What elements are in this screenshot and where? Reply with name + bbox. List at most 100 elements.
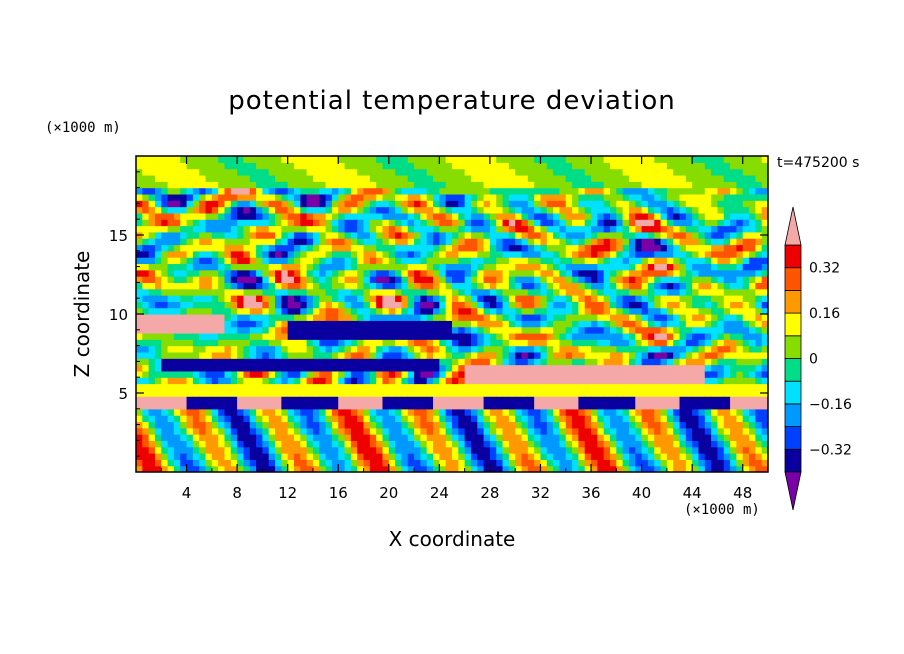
field-cell <box>470 421 478 429</box>
field-cell <box>527 326 535 334</box>
field-cell <box>496 250 504 258</box>
field-cell <box>603 193 611 201</box>
field-cell <box>218 295 226 302</box>
field-cell <box>306 295 314 302</box>
field-cell <box>218 314 226 321</box>
field-cell <box>515 200 523 208</box>
field-cell <box>749 332 756 340</box>
field-cell <box>300 156 308 163</box>
field-cell <box>420 301 428 309</box>
field-cell <box>224 402 232 410</box>
field-cell <box>350 358 358 366</box>
field-cell <box>319 263 327 271</box>
field-cell <box>154 314 162 321</box>
field-cell <box>249 238 257 246</box>
field-cell <box>698 389 706 397</box>
field-cell <box>610 377 617 385</box>
field-cell <box>723 396 731 404</box>
field-cell <box>331 231 339 239</box>
field-cell <box>136 465 143 472</box>
field-cell <box>268 257 276 265</box>
field-cell <box>736 276 744 283</box>
field-cell <box>136 408 143 416</box>
field-cell <box>142 389 150 397</box>
field-cell <box>262 446 270 454</box>
field-cell <box>363 162 371 170</box>
field-cell <box>376 408 384 416</box>
field-cell <box>749 257 756 265</box>
field-cell <box>704 326 712 334</box>
field-cell <box>660 332 668 340</box>
field-cell <box>540 301 548 309</box>
field-cell <box>287 263 295 271</box>
field-cell <box>477 181 485 189</box>
field-cell <box>749 200 756 208</box>
field-cell <box>230 174 238 182</box>
field-cell <box>306 307 314 315</box>
field-cell <box>559 168 567 176</box>
field-cell <box>692 332 700 340</box>
field-cell <box>565 326 573 334</box>
field-cell <box>243 244 251 252</box>
field-cell <box>136 314 143 321</box>
field-cell <box>243 238 251 246</box>
field-cell <box>420 440 428 448</box>
field-cell <box>730 168 737 176</box>
field-cell <box>319 320 327 328</box>
field-cell <box>142 181 150 189</box>
field-cell <box>369 307 377 315</box>
field-cell <box>546 453 554 460</box>
field-cell <box>508 212 516 220</box>
field-cell <box>173 358 181 366</box>
field-cell <box>553 440 561 448</box>
field-cell <box>521 187 529 195</box>
field-cell <box>679 427 687 435</box>
field-cell <box>357 427 365 435</box>
field-cell <box>508 396 516 404</box>
field-cell <box>546 402 554 410</box>
field-cell <box>546 225 554 233</box>
field-cell <box>388 421 396 429</box>
field-cell <box>268 276 276 283</box>
field-cell <box>445 187 453 195</box>
field-cell <box>508 389 516 397</box>
field-cell <box>186 434 194 441</box>
field-cell <box>237 168 245 176</box>
field-cell <box>685 219 693 227</box>
field-cell <box>180 332 188 340</box>
field-cell <box>211 269 219 277</box>
field-cell <box>565 408 573 416</box>
field-cell <box>749 427 756 435</box>
field-cell <box>755 193 763 201</box>
field-cell <box>312 282 320 290</box>
field-cell <box>376 212 384 220</box>
field-cell <box>281 301 289 309</box>
field-cell <box>218 181 226 189</box>
field-cell <box>433 200 440 208</box>
field-cell <box>433 238 440 246</box>
field-cell <box>319 446 327 454</box>
field-cell <box>730 383 737 391</box>
field-cell <box>439 162 447 170</box>
field-cell <box>439 156 447 163</box>
field-cell <box>300 314 308 321</box>
field-cell <box>692 200 700 208</box>
field-cell <box>256 212 263 220</box>
field-cell <box>243 421 251 429</box>
field-cell <box>369 269 377 277</box>
field-cell <box>603 459 611 467</box>
field-cell <box>331 345 339 353</box>
field-cell <box>230 396 238 404</box>
field-cell <box>628 377 636 385</box>
field-cell <box>306 351 314 359</box>
field-cell <box>546 459 554 467</box>
field-cell <box>376 269 384 277</box>
field-cell <box>420 187 428 195</box>
field-cell <box>496 339 504 347</box>
field-cell <box>584 314 592 321</box>
field-cell <box>704 168 712 176</box>
field-cell <box>300 225 308 233</box>
field-cell <box>458 206 466 214</box>
field-cell <box>312 459 320 467</box>
field-cell <box>578 326 586 334</box>
